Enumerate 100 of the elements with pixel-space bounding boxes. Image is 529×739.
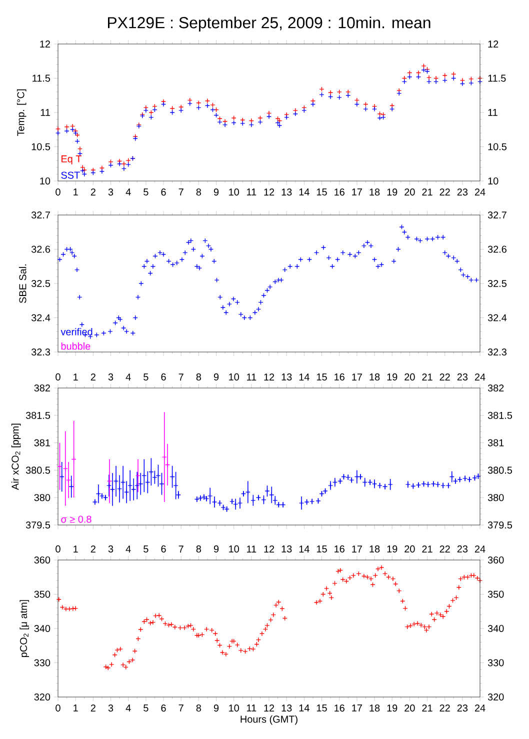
x2-tick-label: 20 <box>404 545 415 552</box>
x2-tick-label: 5 <box>144 374 148 380</box>
x2-tick-label: 12 <box>264 546 274 552</box>
x2-tick-label: 2 <box>90 374 96 380</box>
x2-tick-label: 1 <box>74 546 78 552</box>
x2-tick-label: 21 <box>422 374 432 380</box>
x2-tick-label: 15 <box>316 546 327 552</box>
y-tick-label: 382 <box>34 384 50 392</box>
x2-tick-label: 10 <box>229 545 239 552</box>
y2-tick-label: 381.5 <box>488 412 512 419</box>
y2-tick-label: 32.3 <box>488 348 506 356</box>
x-tick-label: 12 <box>264 188 274 196</box>
x-tick-label: 16 <box>334 704 344 712</box>
x2-tick-label: 7 <box>178 374 184 380</box>
x2-tick-label: 6 <box>161 545 166 552</box>
x-tick-label: 10 <box>229 188 239 196</box>
y-axis-title: SBE Sal. <box>18 264 26 303</box>
series-label: verified <box>60 328 92 336</box>
y-tick-label: 32.6 <box>31 246 50 253</box>
x-tick-label: 22 <box>440 704 450 712</box>
x2-tick-label: 9 <box>214 545 219 552</box>
x-tick-label: 24 <box>474 704 486 712</box>
x-tick-label: 24 <box>474 188 486 196</box>
x-tick-label: 16 <box>334 188 344 196</box>
y2-tick-label: 32.6 <box>488 246 506 253</box>
x-tick-label: 6 <box>161 704 166 712</box>
x-tick-label: 15 <box>316 704 327 712</box>
x-tick-label: 14 <box>299 188 310 196</box>
x2-tick-label: 9 <box>214 373 219 380</box>
y2-tick-label: 11 <box>488 109 498 116</box>
x2-tick-label: 8 <box>196 545 202 552</box>
x2-tick-label: 21 <box>422 546 432 552</box>
y-tick-label: 32.7 <box>31 211 50 219</box>
legend-label: bubble <box>61 342 90 350</box>
y-tick-label: 12 <box>40 40 50 48</box>
x2-tick-label: 11 <box>247 546 256 552</box>
x-tick-label: 11 <box>247 188 256 196</box>
x2-tick-label: 14 <box>299 546 310 552</box>
x-tick-label: 17 <box>352 188 362 196</box>
series-label: SST <box>61 172 80 179</box>
x2-tick-label: 20 <box>404 373 415 380</box>
x2-tick-label: 16 <box>334 373 344 380</box>
x-tick-label: 14 <box>299 704 310 712</box>
x-tick-label: 4 <box>126 188 131 196</box>
y2-tick-label: 330 <box>488 659 504 666</box>
y-tick-label: 330 <box>34 659 50 666</box>
x-tick-label: 0 <box>56 188 60 196</box>
x-tick-label: 18 <box>370 188 380 196</box>
x2-tick-label: 13 <box>282 545 292 552</box>
y2-tick-label: 320 <box>488 693 504 701</box>
x-tick-label: 2 <box>90 188 96 196</box>
x2-tick-label: 18 <box>370 545 380 552</box>
x-tick-label: 20 <box>404 188 415 196</box>
y2-tick-label: 350 <box>488 590 504 598</box>
y-tick-label: 381 <box>34 439 50 446</box>
x-tick-label: 21 <box>422 188 432 196</box>
x-tick-label: 1 <box>74 188 78 196</box>
x-tick-label: 23 <box>457 704 468 712</box>
y2-tick-label: 32.4 <box>488 314 507 322</box>
x-tick-label: 13 <box>282 188 292 196</box>
x-tick-label: 11 <box>247 704 256 712</box>
y-axis-title: Temp. [°C] <box>16 89 26 136</box>
y-tick-label: 10.5 <box>32 143 50 150</box>
x2-tick-label: 5 <box>144 546 148 552</box>
x2-tick-label: 3 <box>108 373 114 380</box>
x-tick-label: 17 <box>352 704 362 712</box>
y2-tick-label: 381 <box>488 439 504 446</box>
x-tick-label: 3 <box>108 188 114 196</box>
x-tick-label: 3 <box>108 704 114 712</box>
x2-tick-label: 11 <box>247 374 256 380</box>
x2-tick-label: 2 <box>90 546 96 552</box>
y-tick-label: 360 <box>34 556 50 564</box>
text: σ ≥ 0.8 <box>61 516 92 523</box>
y-tick-label: 380.5 <box>26 466 50 474</box>
x2-tick-label: 7 <box>178 546 184 552</box>
x2-tick-label: 6 <box>161 373 166 380</box>
x2-tick-label: 13 <box>282 373 292 380</box>
x-tick-label: 20 <box>404 704 415 712</box>
x-tick-label: 9 <box>214 188 219 196</box>
y2-tick-label: 10.5 <box>488 143 506 150</box>
x2-tick-label: 3 <box>108 545 114 552</box>
x2-tick-label: 4 <box>126 374 131 380</box>
x-tick-label: 6 <box>161 188 166 196</box>
x2-tick-label: 18 <box>370 373 380 380</box>
y2-tick-label: 360 <box>488 556 504 564</box>
y-tick-label: 381.5 <box>26 412 50 419</box>
x-tick-label: 4 <box>126 704 131 712</box>
y-tick-label: 380 <box>34 494 50 502</box>
y2-tick-label: 340 <box>488 624 504 632</box>
x2-tick-label: 1 <box>74 374 78 380</box>
x-tick-label: 12 <box>264 704 274 712</box>
y-tick-label: 32.5 <box>31 280 50 288</box>
x-tick-label: 9 <box>214 704 219 712</box>
y2-tick-label: 10 <box>488 177 498 185</box>
x2-tick-label: 22 <box>440 546 450 552</box>
x2-tick-label: 0 <box>56 545 60 552</box>
y-tick-label: 350 <box>34 590 50 598</box>
x2-tick-label: 17 <box>352 374 362 380</box>
x-tick-label: 21 <box>422 704 432 712</box>
x-tick-label: 7 <box>178 704 184 712</box>
